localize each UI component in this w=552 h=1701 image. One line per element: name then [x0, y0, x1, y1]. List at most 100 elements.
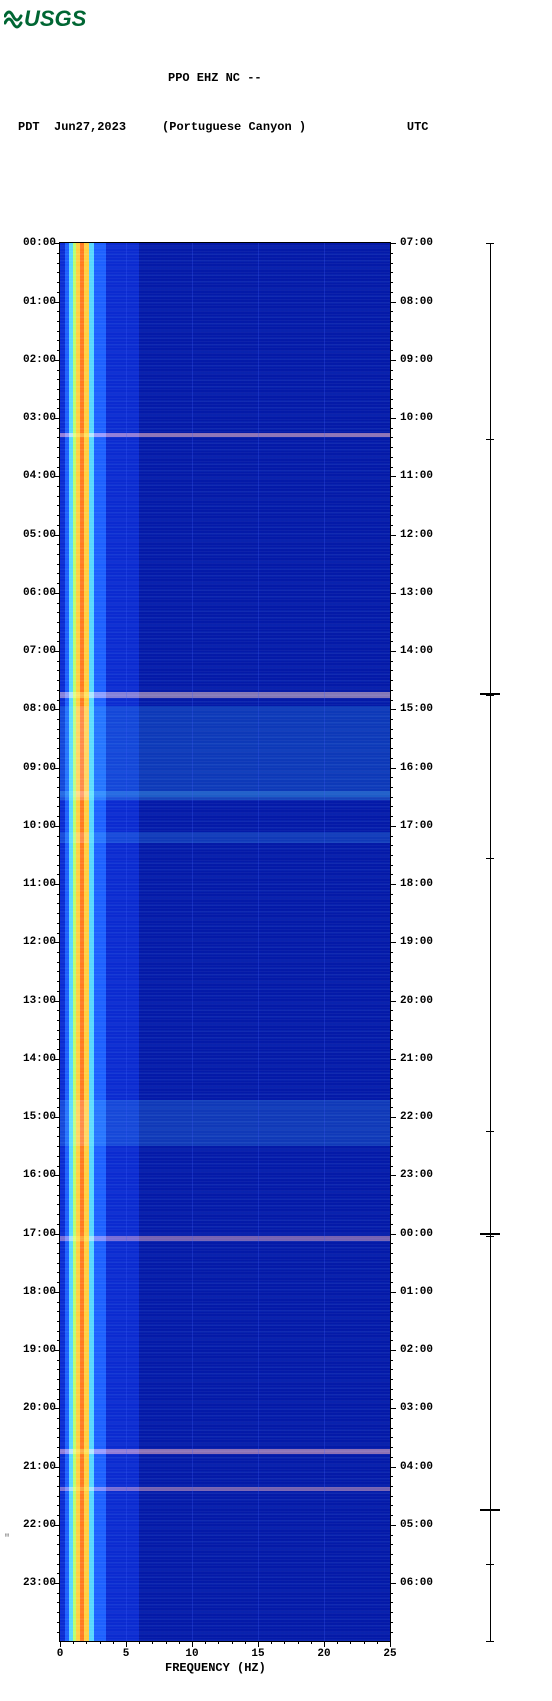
- spectrogram-plot-area: [60, 243, 390, 1641]
- spectro-feature: [60, 433, 390, 437]
- y-right-minor-tick: [390, 1030, 393, 1031]
- y-left-minor-tick: [57, 971, 60, 972]
- y-left-minor-tick: [57, 845, 60, 846]
- y-right-minor-tick: [390, 913, 393, 914]
- y-right-label: 02:00: [400, 1344, 433, 1356]
- y-right-minor-tick: [390, 680, 393, 681]
- x-minor-tick: [218, 1641, 219, 1644]
- y-right-minor-tick: [390, 603, 393, 604]
- y-left-label: 06:00: [10, 587, 56, 599]
- y-right-minor-tick: [390, 991, 393, 992]
- y-left-minor-tick: [57, 1457, 60, 1458]
- y-right-minor-tick: [390, 1078, 393, 1079]
- y-left-label: 22:00: [10, 1519, 56, 1531]
- y-right-minor-tick: [390, 962, 393, 963]
- y-right-minor-tick: [390, 1204, 393, 1205]
- usgs-logo-text: USGS: [24, 6, 87, 31]
- y-right-minor-tick: [390, 1486, 393, 1487]
- y-right-label: 18:00: [400, 878, 433, 890]
- y-right-tick: [390, 942, 396, 943]
- y-right-label: 21:00: [400, 1053, 433, 1065]
- spectro-feature: [60, 832, 390, 844]
- y-left-minor-tick: [57, 1379, 60, 1380]
- y-right-minor-tick: [390, 573, 393, 574]
- x-minor-tick: [205, 1641, 206, 1644]
- x-minor-tick: [166, 1641, 167, 1644]
- x-minor-tick: [377, 1641, 378, 1644]
- y-left-label: 14:00: [10, 1053, 56, 1065]
- y-left-minor-tick: [57, 952, 60, 953]
- y-left-label: 23:00: [10, 1577, 56, 1589]
- y-right-minor-tick: [390, 437, 393, 438]
- x-axis-label: FREQUENCY (HZ): [165, 1661, 266, 1675]
- y-left-minor-tick: [57, 253, 60, 254]
- y-right-minor-tick: [390, 903, 393, 904]
- y-right-minor-tick: [390, 923, 393, 924]
- y-left-minor-tick: [57, 282, 60, 283]
- y-left-minor-tick: [57, 1069, 60, 1070]
- y-left-label: 19:00: [10, 1344, 56, 1356]
- y-right-minor-tick: [390, 641, 393, 642]
- y-left-label: 03:00: [10, 412, 56, 424]
- y-left-label: 12:00: [10, 936, 56, 948]
- y-left-minor-tick: [57, 1428, 60, 1429]
- y-right-label: 01:00: [400, 1286, 433, 1298]
- y-right-label: 13:00: [400, 587, 433, 599]
- y-left-minor-tick: [57, 311, 60, 312]
- y-right-minor-tick: [390, 515, 393, 516]
- x-tick-label: 0: [48, 1648, 72, 1660]
- y-left-minor-tick: [57, 1554, 60, 1555]
- right-scale-heavy-tick: [480, 1233, 500, 1235]
- x-gridline: [126, 243, 127, 1641]
- y-left-minor-tick: [57, 1039, 60, 1040]
- spectro-noise-overlay: [60, 243, 390, 1641]
- y-left-minor-tick: [57, 603, 60, 604]
- y-left-minor-tick: [57, 1622, 60, 1623]
- spectro-feature: [60, 1449, 390, 1454]
- y-right-minor-tick: [390, 457, 393, 458]
- y-right-minor-tick: [390, 1107, 393, 1108]
- right-scale-tick: [486, 1131, 494, 1132]
- y-left-minor-tick: [57, 777, 60, 778]
- y-right-minor-tick: [390, 408, 393, 409]
- right-scale-bar: [490, 243, 491, 1641]
- y-right-minor-tick: [390, 1331, 393, 1332]
- y-left-label: 17:00: [10, 1228, 56, 1240]
- y-right-label: 22:00: [400, 1111, 433, 1123]
- y-left-minor-tick: [57, 1632, 60, 1633]
- y-right-minor-tick: [390, 1098, 393, 1099]
- y-right-minor-tick: [390, 816, 393, 817]
- y-left-label: 08:00: [10, 703, 56, 715]
- y-right-minor-tick: [390, 874, 393, 875]
- y-right-minor-tick: [390, 1224, 393, 1225]
- y-left-minor-tick: [57, 544, 60, 545]
- y-right-tick: [390, 360, 396, 361]
- y-right-minor-tick: [390, 729, 393, 730]
- x-minor-tick: [298, 1641, 299, 1644]
- y-left-minor-tick: [57, 399, 60, 400]
- y-right-minor-tick: [390, 758, 393, 759]
- y-right-minor-tick: [390, 661, 393, 662]
- y-right-minor-tick: [390, 350, 393, 351]
- y-left-minor-tick: [57, 263, 60, 264]
- y-right-minor-tick: [390, 1457, 393, 1458]
- x-tick-label: 5: [114, 1648, 138, 1660]
- y-left-label: 05:00: [10, 529, 56, 541]
- y-left-label: 20:00: [10, 1402, 56, 1414]
- x-tick: [192, 1641, 193, 1647]
- x-minor-tick: [86, 1641, 87, 1644]
- y-left-minor-tick: [57, 700, 60, 701]
- y-left-minor-tick: [57, 515, 60, 516]
- y-left-label: 02:00: [10, 354, 56, 366]
- y-right-minor-tick: [390, 1302, 393, 1303]
- y-left-minor-tick: [57, 1369, 60, 1370]
- y-right-label: 08:00: [400, 296, 433, 308]
- y-left-minor-tick: [57, 321, 60, 322]
- y-right-minor-tick: [390, 253, 393, 254]
- y-left-minor-tick: [57, 1156, 60, 1157]
- y-left-minor-tick: [57, 1564, 60, 1565]
- y-right-label: 23:00: [400, 1169, 433, 1181]
- y-right-tick: [390, 884, 396, 885]
- y-right-minor-tick: [390, 1136, 393, 1137]
- right-scale-tick: [486, 243, 494, 244]
